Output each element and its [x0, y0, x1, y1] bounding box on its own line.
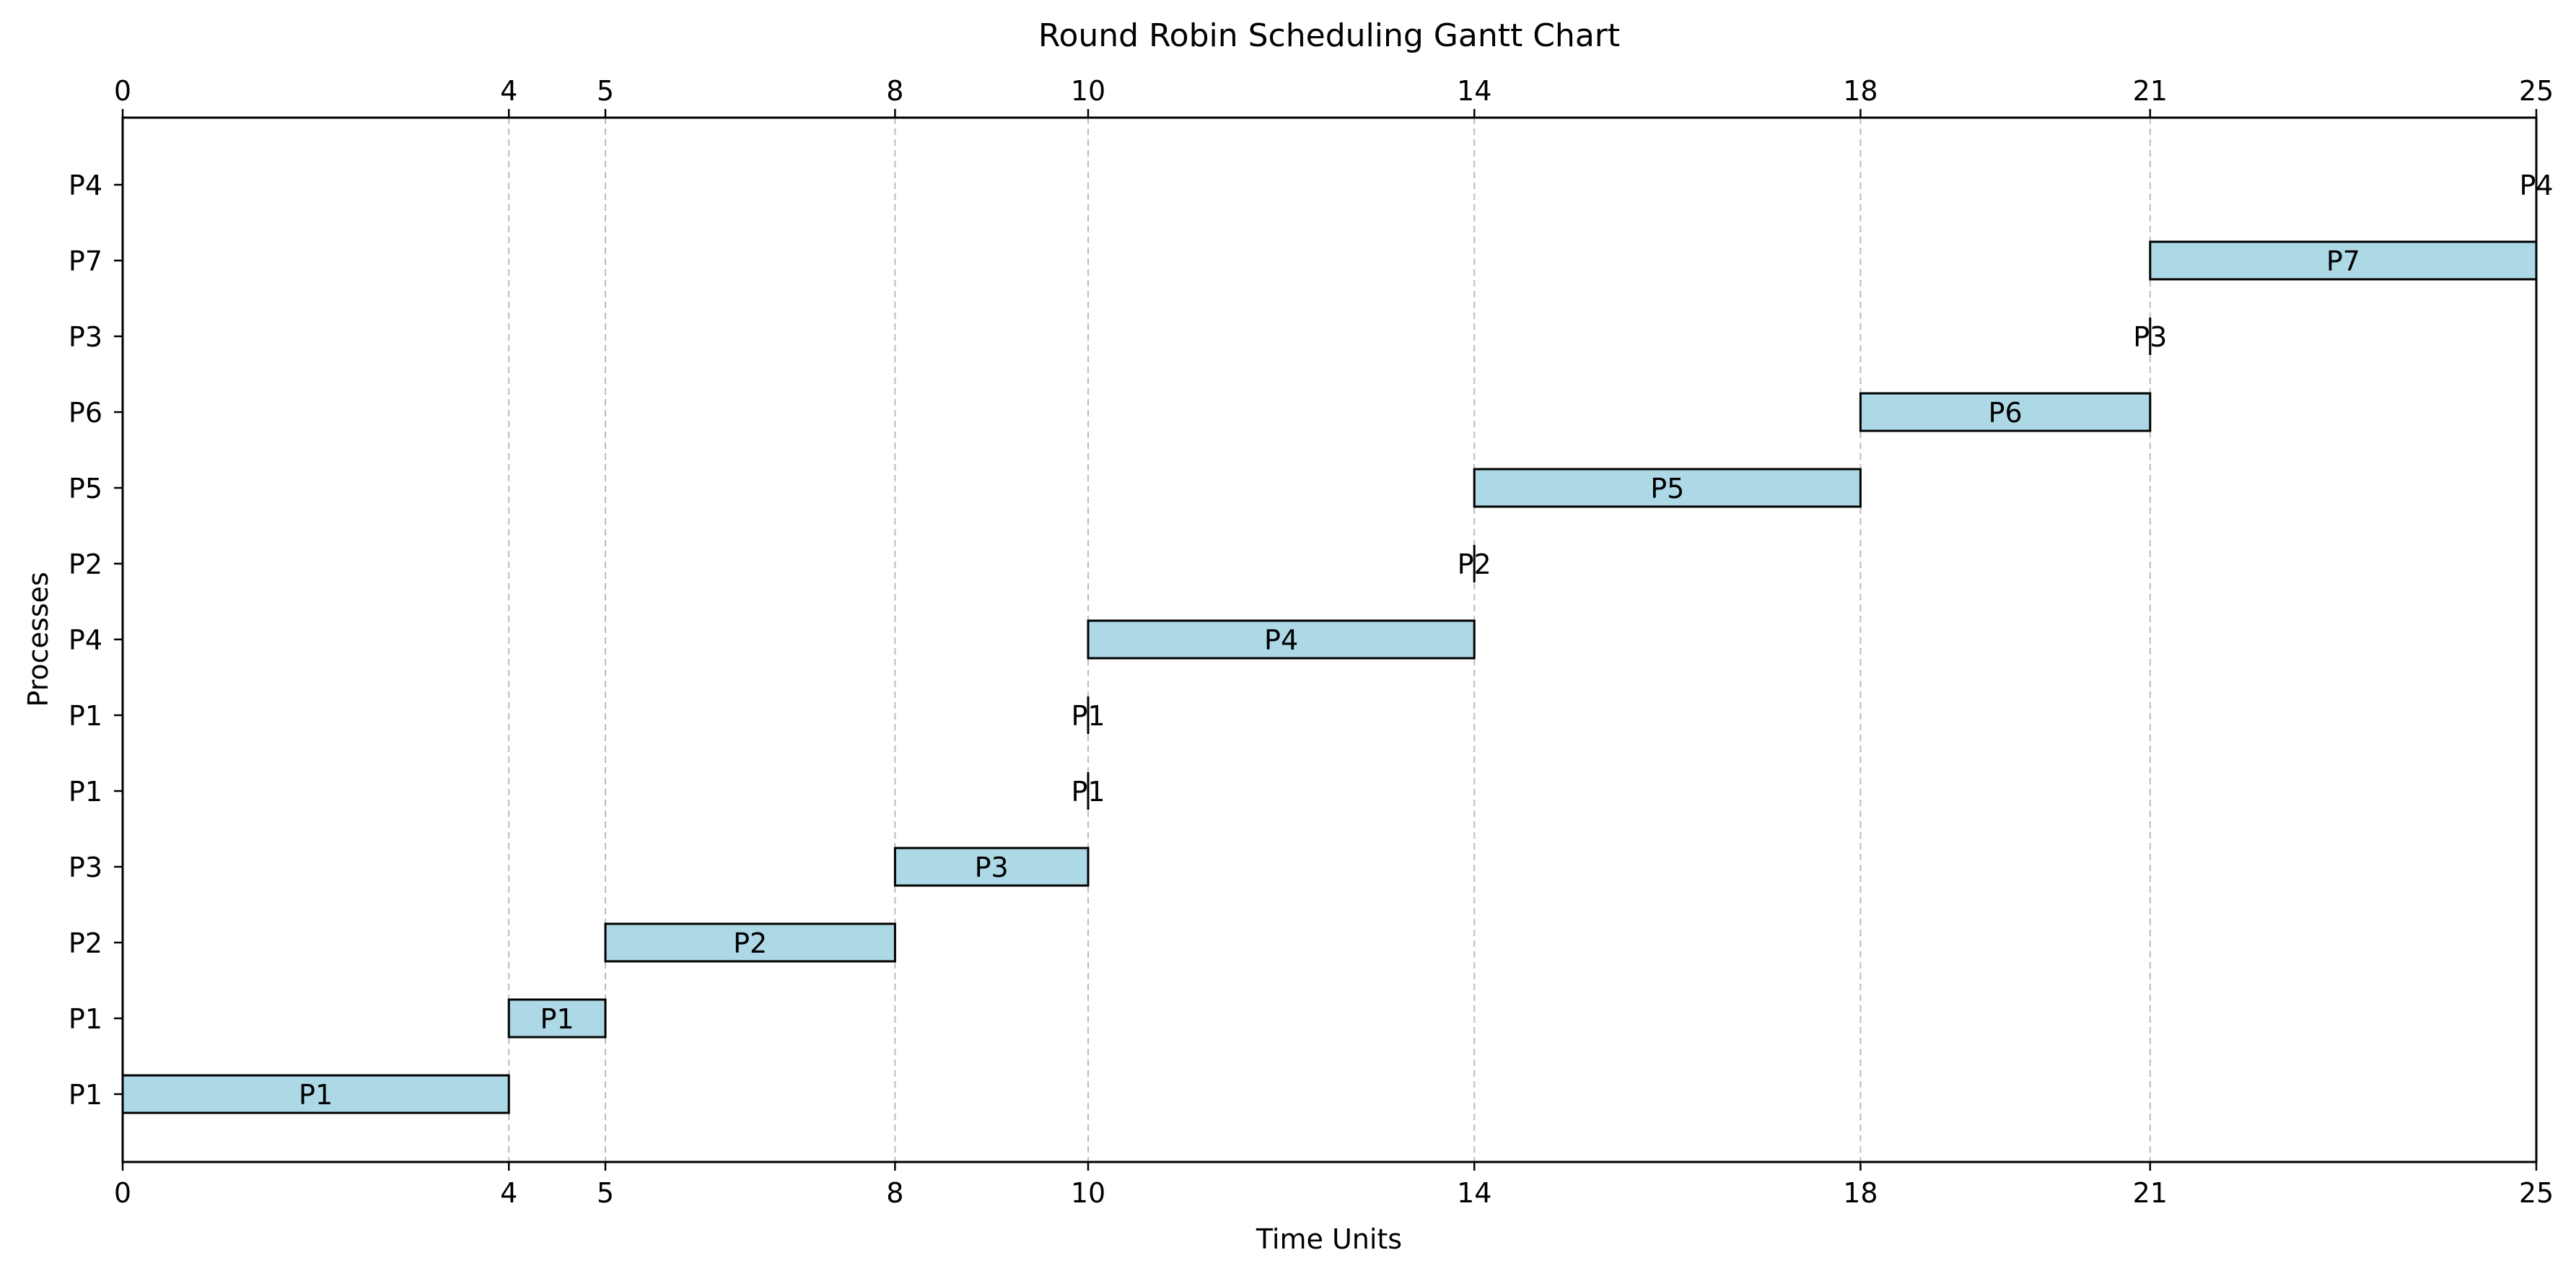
bar [604, 922, 896, 963]
bar-label: P1 [1071, 776, 1105, 808]
x-tick-label-bottom: 14 [1457, 1177, 1491, 1209]
bar-label: P2 [733, 927, 767, 959]
bar-label: P3 [2133, 321, 2167, 353]
bar [1859, 392, 2152, 432]
bar-label: P1 [1071, 700, 1105, 732]
bar-label: P5 [1650, 473, 1684, 504]
x-tick-label-bottom: 18 [1843, 1177, 1878, 1209]
x-tick-label-top: 21 [2133, 75, 2168, 107]
y-axis-label: Processes [22, 572, 54, 707]
bar-label: P1 [299, 1079, 333, 1111]
bars [121, 166, 2538, 1114]
y-tick-label: P7 [69, 245, 102, 277]
y-tick-label: P1 [69, 1079, 102, 1111]
y-tick-label: P1 [69, 1003, 102, 1035]
y-tick-label: P5 [69, 473, 102, 504]
x-tick-label-bottom: 5 [597, 1177, 614, 1209]
x-tick-label-bottom: 0 [114, 1177, 131, 1209]
y-tick-label: P2 [69, 927, 102, 959]
bar-label: P3 [975, 852, 1009, 883]
x-tick-label-bottom: 21 [2133, 1177, 2168, 1209]
y-tick-label: P1 [69, 776, 102, 808]
bar [1087, 619, 1476, 660]
y-tick-label: P3 [69, 852, 102, 883]
x-tick-label-top: 14 [1457, 75, 1491, 107]
bar-label: P7 [2326, 245, 2360, 277]
y-tick-label: P4 [69, 170, 102, 201]
x-tick-label-bottom: 4 [500, 1177, 517, 1209]
x-axis-label: Time Units [1256, 1223, 1402, 1255]
x-tick-label-top: 0 [114, 75, 131, 107]
x-tick-label-bottom: 10 [1071, 1177, 1105, 1209]
x-tick-label-top: 5 [597, 75, 614, 107]
bar-labels: P1 P1 P2 P3 P1 P1 P4 P2 P5 P6 P3 P7 P4 [299, 170, 2553, 1111]
y-tick-label: P4 [69, 624, 102, 656]
bar [507, 998, 607, 1039]
y-tick-label: P6 [69, 397, 102, 429]
bar-label: P2 [1458, 549, 1491, 580]
axis-ticks: P1 P1 P2 P3 P1 P1 P4 P2 P5 P6 P3 P7 P4 0 0 4 4 5 5 8 8 10 10 14… [69, 75, 2554, 1209]
y-tick-label: P2 [69, 549, 102, 580]
x-tick-label-top: 4 [500, 75, 517, 107]
y-tick-label: P3 [69, 321, 102, 353]
x-tick-label-top: 10 [1071, 75, 1105, 107]
x-tick-label-bottom: 8 [886, 1177, 903, 1209]
bar-label: P4 [2519, 170, 2553, 201]
x-tick-label-top: 25 [2519, 75, 2554, 107]
chart-title: Round Robin Scheduling Gantt Chart [1038, 17, 1620, 54]
x-tick-label-top: 8 [886, 75, 903, 107]
x-tick-label-top: 18 [1843, 75, 1878, 107]
y-tick-label: P1 [69, 700, 102, 732]
bar-label: P6 [1989, 397, 2023, 429]
bar [1473, 468, 1862, 508]
bar [893, 847, 1090, 887]
bar-label: P1 [540, 1003, 574, 1035]
x-tick-label-bottom: 25 [2519, 1177, 2554, 1209]
bar-label: P4 [1264, 624, 1298, 656]
